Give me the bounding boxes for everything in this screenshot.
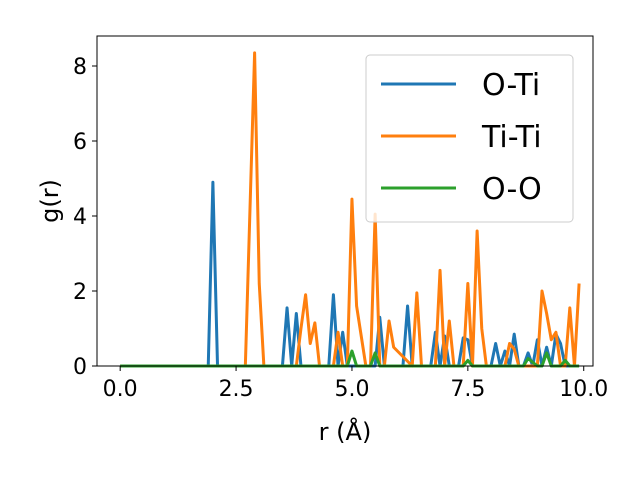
x-axis-label: r (Å) — [319, 417, 372, 446]
x-tick-label: 10.0 — [559, 377, 608, 402]
x-ticks: 0.0 2.5 5.0 7.5 10.0 — [103, 366, 608, 402]
y-tick-label: 8 — [73, 55, 87, 80]
x-tick-label: 5.0 — [334, 377, 369, 402]
legend: O-Ti Ti-Ti O-O — [365, 54, 574, 223]
plot-frame — [96, 35, 594, 367]
legend-label: Ti-Ti — [481, 120, 542, 155]
y-tick-label: 0 — [73, 355, 87, 380]
legend-label: O-Ti — [482, 68, 540, 103]
y-tick-label: 6 — [73, 130, 87, 155]
x-tick-label: 7.5 — [450, 377, 485, 402]
y-ticks: 0 2 4 6 8 — [73, 55, 97, 380]
y-axis-label: g(r) — [36, 179, 64, 223]
legend-label: O-O — [482, 172, 542, 207]
y-tick-label: 4 — [73, 205, 87, 230]
x-tick-label: 0.0 — [103, 377, 138, 402]
legend-box — [365, 54, 574, 223]
x-tick-label: 2.5 — [219, 377, 254, 402]
y-tick-label: 2 — [73, 280, 87, 305]
